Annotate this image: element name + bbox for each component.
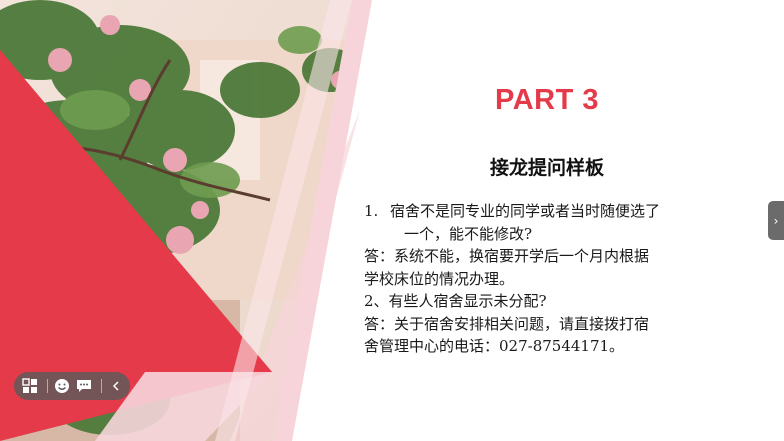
question-1-number: 1. xyxy=(364,202,379,220)
answer-1-line-2: 学校床位的情况办理。 xyxy=(364,269,515,288)
floating-toolbar xyxy=(14,372,130,400)
slide-subtitle: 接龙提问样板 xyxy=(489,157,604,179)
question-1-text-1: 宿舍不是同专业的同学或者当时随便选了 xyxy=(390,202,661,220)
red-triangle-upper xyxy=(0,50,272,372)
pale-pink-triangle xyxy=(95,372,272,441)
chevron-right-icon: › xyxy=(773,213,779,228)
collapse-chevron-icon xyxy=(112,381,119,391)
qa-body: 1. 宿舍不是同专业的同学或者当时随便选了 一个，能不能修改? 答：系统不能，换宿… xyxy=(364,200,744,358)
part-title: PART 3 xyxy=(495,84,599,116)
toolbar-separator xyxy=(46,379,48,393)
answer-1-line-1: 答：系统不能，换宿要开学后一个月内根据 xyxy=(364,247,650,265)
chat-icon xyxy=(77,380,92,392)
answer-2-line-2: 舍管理中心的电话：027-87544171。 xyxy=(364,337,625,355)
question-1-line-1: 1. 宿舍不是同专业的同学或者当时随便选了 xyxy=(364,200,744,223)
grid-view-icon xyxy=(22,378,38,393)
side-panel-toggle[interactable]: › xyxy=(768,201,784,240)
question-2-line: 2、有些人宿舍显示未分配? xyxy=(364,292,547,310)
pink-strip xyxy=(215,0,352,441)
emoji-icon xyxy=(54,379,69,393)
toolbar-separator-2 xyxy=(100,379,102,393)
chat-button[interactable] xyxy=(76,376,93,396)
question-1-line-2: 一个，能不能修改? xyxy=(404,224,533,243)
answer-2-line-1: 答：关于宿舍安排相关问题，请直接拨打宿 xyxy=(364,314,650,333)
grid-view-button[interactable] xyxy=(22,376,39,396)
collapse-toolbar-button[interactable] xyxy=(107,376,124,396)
emoji-button[interactable] xyxy=(53,376,70,396)
pink-triangle-accent xyxy=(230,110,360,441)
